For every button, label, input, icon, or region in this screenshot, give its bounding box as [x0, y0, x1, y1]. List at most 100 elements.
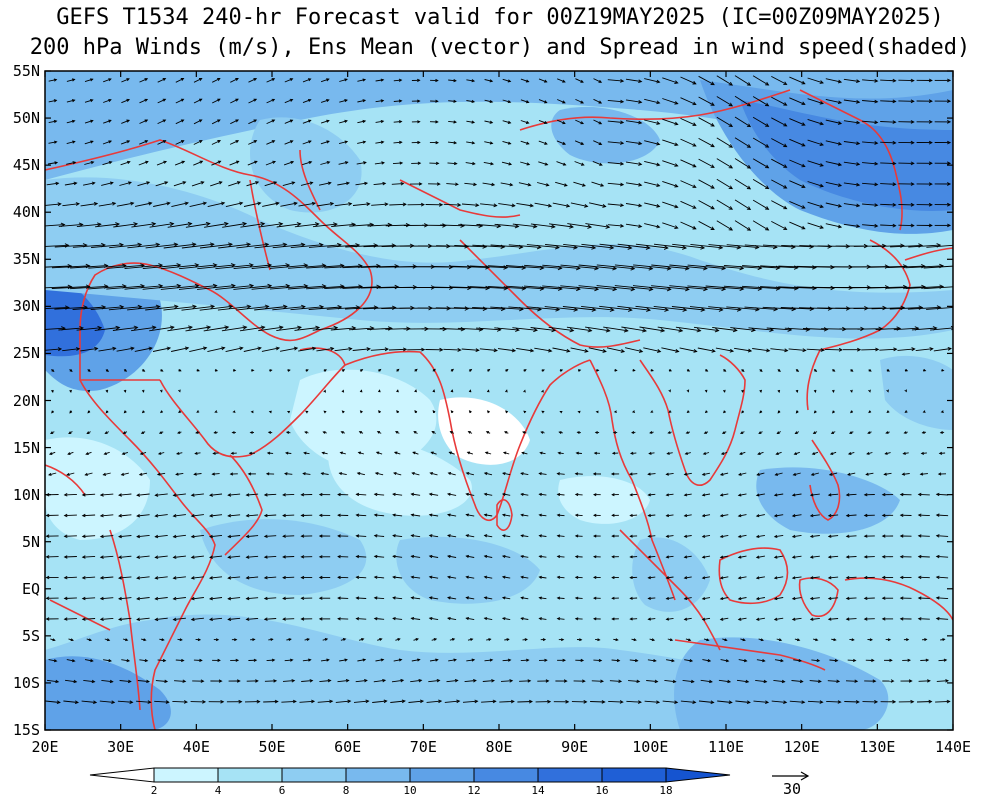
wind-vector-head [892, 99, 897, 104]
wind-vector-head [289, 98, 294, 102]
wind-vector [100, 555, 114, 558]
wind-vector [76, 327, 102, 331]
wind-vector [84, 78, 93, 83]
wind-vector-head [721, 431, 726, 434]
wind-vector [738, 576, 747, 579]
wind-vector-head [523, 410, 527, 414]
wind-vector [752, 116, 769, 127]
wind-vector [215, 285, 254, 290]
wind-vector-head [488, 638, 492, 641]
colorbar-label: 4 [214, 784, 222, 797]
wind-vector [373, 182, 386, 186]
wind-vector-head [282, 555, 286, 559]
wind-vector [348, 327, 374, 331]
wind-vector [807, 77, 824, 84]
wind-vector-head [380, 78, 385, 82]
wind-vector-head [323, 369, 327, 372]
wind-vector-head [829, 452, 834, 455]
wind-vector-head [791, 596, 796, 601]
wind-vector [58, 223, 83, 227]
wind-vector-head [550, 224, 556, 229]
wind-vector-head [326, 99, 330, 103]
wind-vector-head [483, 513, 488, 517]
wind-vector-head [136, 555, 141, 559]
wind-vector-head [159, 389, 163, 393]
wind-vector [828, 535, 839, 537]
wind-vector-head [190, 596, 195, 601]
wind-vector-head [401, 699, 406, 704]
wind-vector [48, 472, 57, 476]
wind-vector [653, 305, 687, 311]
wind-vector-head [946, 161, 952, 166]
wind-vector [356, 493, 367, 496]
wind-vector-head [668, 368, 672, 372]
wind-vector-head [245, 617, 250, 621]
wind-vector [326, 306, 360, 310]
wind-vector [520, 120, 529, 124]
wind-vector [557, 78, 566, 83]
wind-vector [221, 326, 247, 332]
wind-vector-head [741, 410, 745, 414]
wind-vector [484, 120, 493, 124]
wind-vector-head [893, 347, 898, 352]
wind-vector-head [484, 451, 489, 455]
wind-vector-head [454, 678, 459, 683]
wind-vector-head [598, 100, 603, 104]
wind-vector [316, 202, 334, 207]
wind-vector [918, 618, 930, 620]
reference-vector-value: 30 [782, 780, 802, 798]
wind-vector [807, 139, 824, 146]
wind-vector [217, 305, 251, 311]
wind-vector-head [845, 555, 850, 559]
wind-vector-head [710, 700, 715, 705]
wind-vector-head [728, 206, 734, 210]
wind-vector-head [889, 658, 893, 662]
wind-vector [857, 328, 883, 330]
wind-vector [702, 514, 711, 517]
wind-vector-head [910, 161, 915, 166]
wind-vector-head [801, 700, 806, 704]
wind-vector-head [162, 98, 167, 102]
wind-vector [82, 576, 96, 579]
wind-vector [630, 473, 638, 475]
wind-vector [155, 617, 168, 621]
wind-vector [82, 555, 96, 558]
wind-vector-head [887, 638, 892, 642]
wind-vector [789, 180, 805, 188]
wind-vector-head [656, 141, 661, 146]
wind-vector-head [850, 389, 853, 393]
wind-vector [720, 493, 729, 496]
wind-vector-head [598, 121, 603, 125]
wind-vector-head [935, 575, 940, 579]
wind-vector [134, 347, 152, 352]
wind-vector-head [118, 534, 122, 539]
wind-vector [788, 348, 806, 351]
wind-vector-head [847, 472, 851, 476]
wind-vector [741, 285, 780, 290]
wind-vector [662, 160, 678, 167]
wind-vector-head [611, 576, 615, 580]
wind-vector-head [838, 347, 843, 352]
wind-vector-head [582, 183, 586, 187]
wind-vector [643, 347, 661, 353]
wind-vector [64, 535, 77, 537]
wind-vector [736, 679, 749, 683]
wind-vector-head [177, 431, 181, 434]
wind-vector [82, 514, 96, 517]
wind-vector-head [919, 472, 924, 476]
wind-vector [810, 597, 820, 600]
wind-vector [446, 679, 458, 683]
wind-vector-head [169, 325, 175, 330]
wind-vector-head [837, 224, 843, 229]
wind-vector-head [819, 163, 824, 167]
wind-vector [593, 78, 602, 83]
wind-vector [868, 286, 907, 289]
wind-vector-head [899, 513, 904, 517]
wind-vector [193, 160, 203, 166]
wind-vector [375, 659, 384, 662]
wind-vector-head [692, 122, 697, 126]
wind-vector [557, 597, 565, 599]
wind-vector-head [102, 472, 107, 476]
wind-vector-head [356, 472, 361, 476]
wind-vector [235, 305, 269, 311]
